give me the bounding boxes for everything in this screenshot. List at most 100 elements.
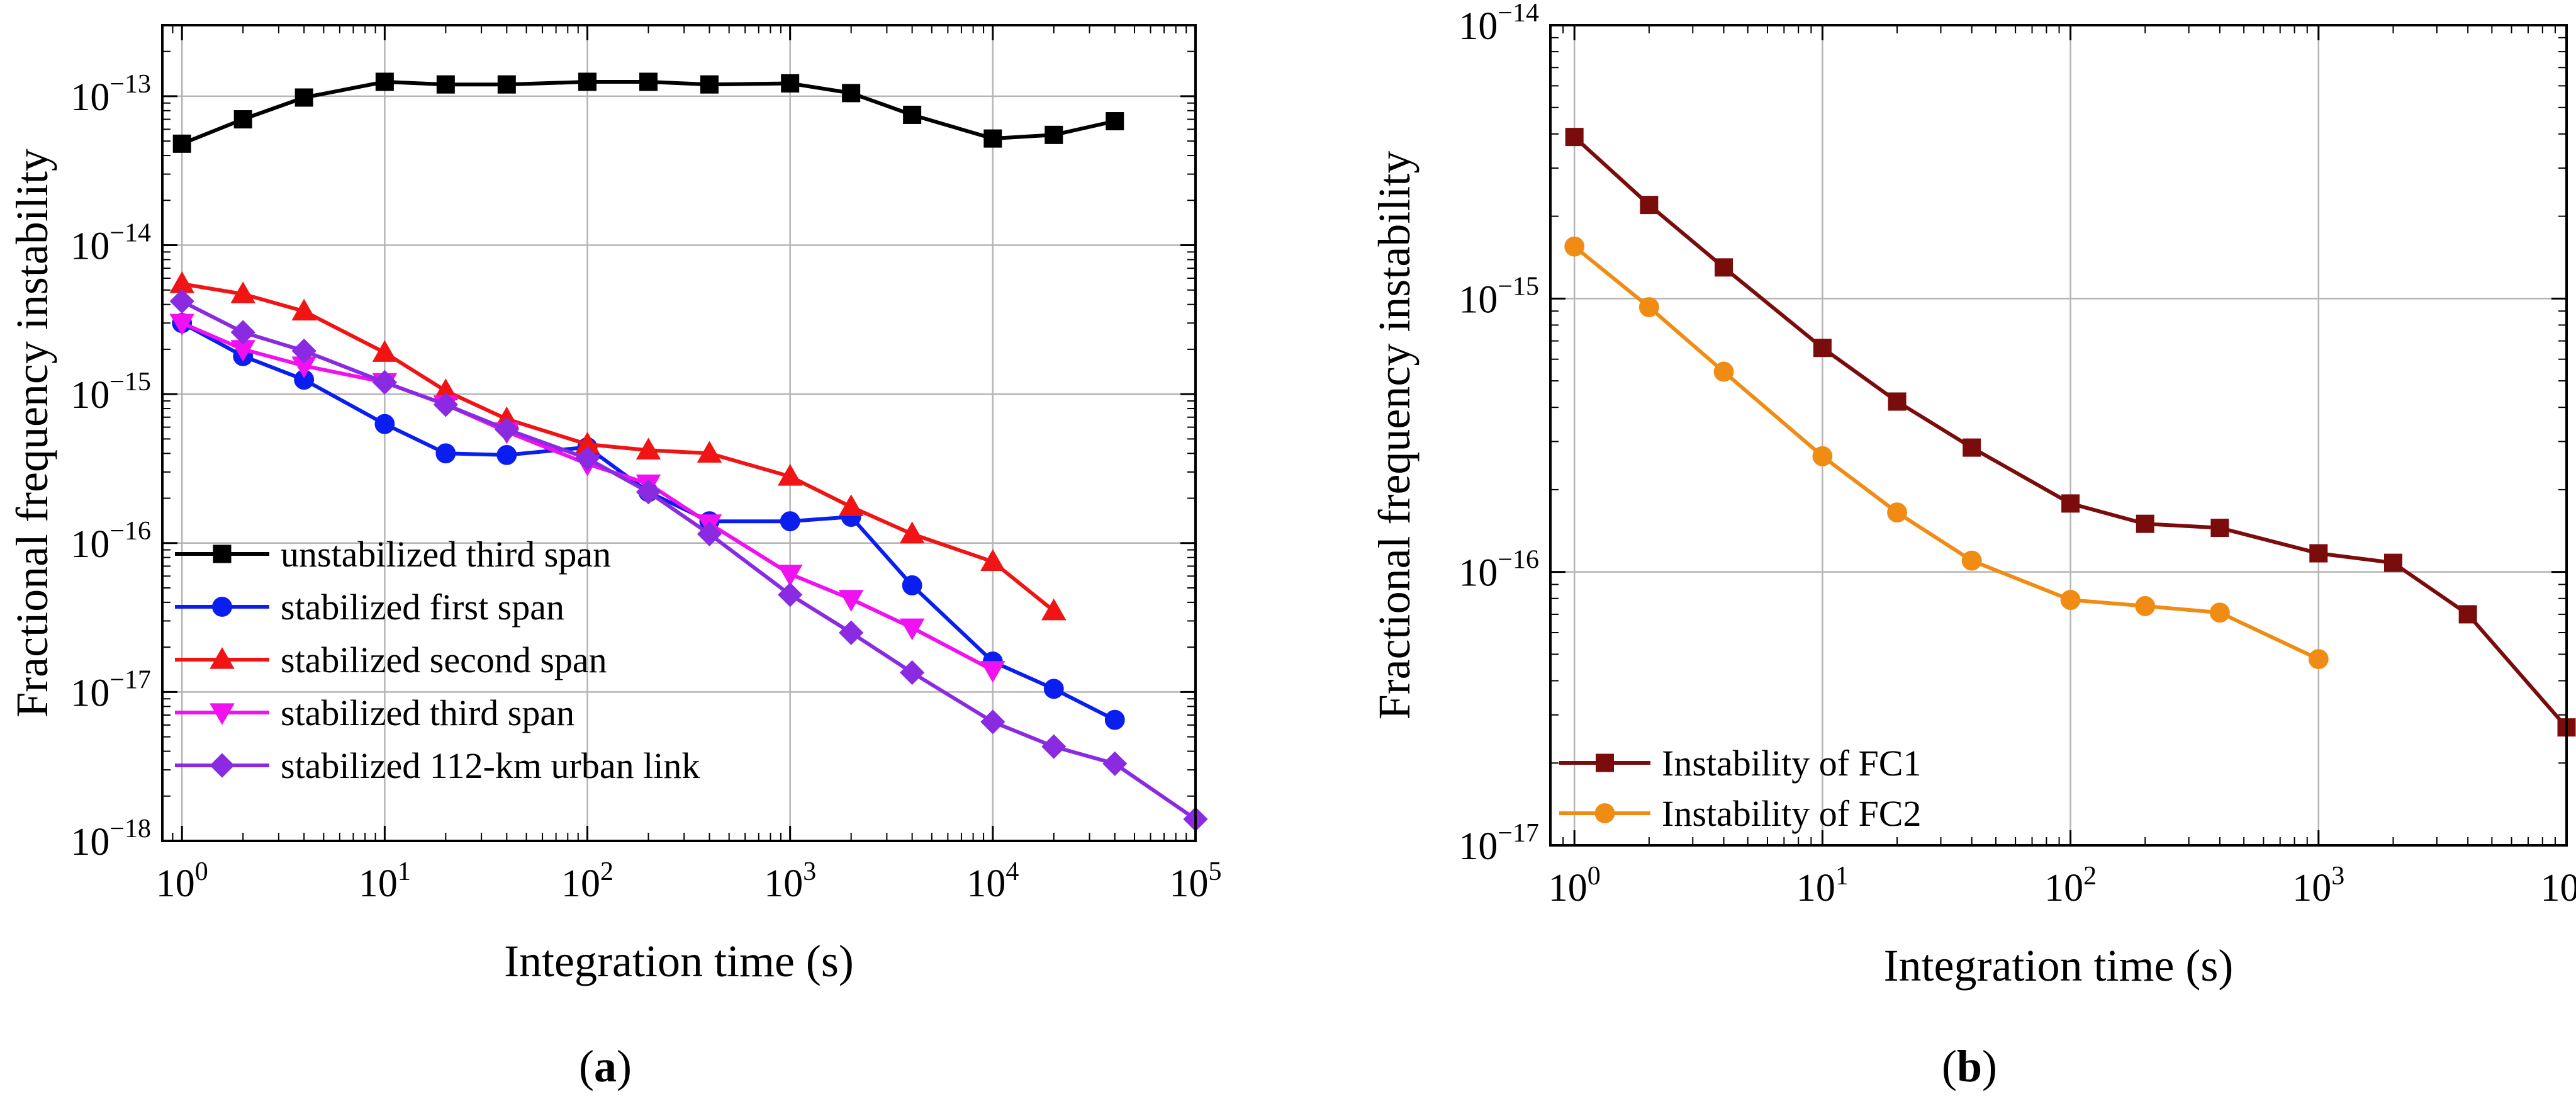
- series-line: [181, 80, 1116, 146]
- data-point: [2061, 494, 2080, 513]
- data-point: [1565, 128, 1584, 147]
- data-point: [636, 437, 661, 459]
- series-stabilized-112-km-urban-link: [169, 289, 1208, 832]
- data-point: [636, 480, 661, 505]
- y-tick-base: 10: [70, 374, 109, 417]
- x-tick-label: 100: [156, 857, 208, 905]
- data-point: [1638, 297, 1659, 317]
- data-point: [2210, 602, 2230, 623]
- data-point: [230, 320, 255, 345]
- x-tick-base: 10: [966, 862, 1005, 905]
- data-point: [2060, 590, 2081, 611]
- data-point: [494, 417, 519, 442]
- legend-label: stabilized 112-km urban link: [281, 745, 700, 786]
- data-point: [700, 75, 719, 94]
- data-point: [903, 105, 922, 124]
- x-tick-exp: 2: [600, 857, 613, 886]
- data-point: [2458, 605, 2477, 624]
- data-point: [2210, 519, 2229, 538]
- data-point: [777, 565, 803, 587]
- series-line: [1573, 245, 2320, 661]
- x-tick-label: 102: [2044, 862, 2097, 910]
- y-tick-exp: −16: [1498, 546, 1539, 575]
- data-point: [1963, 438, 1981, 457]
- data-point: [1104, 709, 1125, 730]
- x-tick-exp: 5: [1209, 857, 1222, 886]
- y-tick-exp: −15: [109, 368, 151, 397]
- y-tick-label: 10−13: [70, 70, 151, 119]
- data-point: [1640, 196, 1659, 215]
- data-point: [1564, 236, 1585, 257]
- y-tick-exp: −14: [109, 219, 151, 248]
- data-point: [1043, 679, 1064, 699]
- data-point: [838, 590, 864, 612]
- x-tick-exp: 0: [195, 857, 208, 886]
- x-tick-base: 10: [2044, 867, 2083, 910]
- data-point: [1888, 392, 1907, 411]
- y-tick-base: 10: [70, 821, 109, 864]
- data-point: [983, 129, 1002, 148]
- x-tick-base: 10: [2541, 867, 2576, 910]
- series-instability-of-fc2: [1564, 236, 2329, 670]
- y-tick-exp: −16: [109, 517, 151, 546]
- y-tick-label: 10−14: [70, 219, 151, 268]
- y-tick-label: 10−16: [70, 517, 151, 566]
- data-point: [1961, 550, 1982, 571]
- y-tick-label: 10−14: [1459, 0, 1539, 48]
- data-point: [838, 494, 864, 516]
- data-point: [375, 72, 394, 91]
- x-tick-base: 10: [1796, 867, 1835, 910]
- legend: Instability of FC1 Instability of FC2: [1559, 743, 1921, 834]
- data-point: [2135, 596, 2156, 616]
- data-point: [1715, 258, 1733, 277]
- plot-frame: [161, 24, 1197, 842]
- series-instability-of-fc1: [1565, 128, 2576, 737]
- x-tick-label: 104: [2541, 862, 2576, 910]
- legend-marker: [212, 597, 232, 617]
- data-point: [842, 84, 861, 103]
- x-tick-label: 101: [359, 857, 411, 905]
- x-tick-exp: 3: [803, 857, 816, 886]
- y-tick-label: 10−15: [1459, 272, 1539, 321]
- x-tick-label: 105: [1170, 857, 1222, 905]
- data-point: [1887, 502, 1907, 523]
- data-point: [2136, 514, 2154, 533]
- data-point: [1812, 446, 1833, 466]
- x-tick-exp: 3: [2331, 862, 2344, 891]
- legend-marker: [213, 544, 232, 563]
- data-point: [1813, 339, 1832, 358]
- data-point: [497, 75, 516, 94]
- data-point: [902, 575, 922, 595]
- x-tick-label: 104: [966, 857, 1019, 905]
- series-stabilized-second-span: [169, 271, 1067, 621]
- legend-marker: [1596, 753, 1614, 772]
- caption-open: (: [579, 1041, 594, 1091]
- x-tick-exp: 4: [1005, 857, 1019, 886]
- data-point: [2383, 553, 2402, 572]
- data-point: [697, 521, 722, 547]
- data-point: [1713, 361, 1734, 382]
- panel-caption: (b): [1942, 1041, 1997, 1091]
- x-tick-base: 10: [1170, 862, 1209, 905]
- data-point: [294, 88, 313, 107]
- x-tick-label: 101: [1796, 862, 1849, 910]
- series-line: [181, 282, 1055, 612]
- x-tick-exp: 2: [2083, 862, 2097, 891]
- legend-marker: [210, 703, 235, 725]
- x-tick-base: 10: [561, 862, 600, 905]
- data-point: [980, 709, 1005, 735]
- data-point: [900, 660, 925, 685]
- y-tick-exp: −17: [1498, 819, 1539, 848]
- data-point: [899, 521, 925, 544]
- x-tick-label: 100: [1548, 862, 1601, 910]
- y-tick-base: 10: [1459, 552, 1498, 595]
- data-point: [436, 75, 455, 94]
- data-point: [1044, 125, 1063, 144]
- y-tick-label: 10−15: [70, 368, 151, 417]
- panel-b: 10010110210310410−1410−1510−1610−17Insta…: [1369, 0, 2576, 1091]
- panel-a: 100 101 102 103 104 10510−1310−1410−1510−1610…: [7, 24, 1222, 1091]
- legend-marker: [210, 647, 235, 669]
- data-point: [2309, 544, 2328, 563]
- y-tick-base: 10: [1459, 5, 1498, 48]
- y-tick-base: 10: [70, 523, 109, 566]
